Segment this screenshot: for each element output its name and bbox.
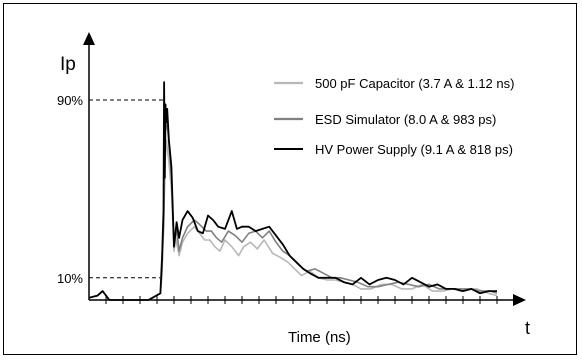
series-line <box>88 81 497 301</box>
y-axis-arrow <box>83 32 95 45</box>
x-axis-label: Time (ns) <box>288 329 351 346</box>
x-axis-end-label: t <box>525 318 530 338</box>
reference-label: 90% <box>57 93 83 108</box>
series-line <box>88 139 498 301</box>
reference-lines: 90% 10% <box>57 93 165 286</box>
legend-label: ESD Simulator (8.0 A & 983 ps) <box>315 112 496 127</box>
chart-frame <box>3 3 577 355</box>
x-axis-arrow <box>513 294 526 306</box>
y-axis-label: Ip <box>60 54 76 75</box>
reference-label: 10% <box>57 271 83 286</box>
legend-label: 500 pF Capacitor (3.7 A & 1.12 ns) <box>315 76 514 91</box>
legend-label: HV Power Supply (9.1 A & 818 ps) <box>315 142 513 157</box>
legend: 500 pF Capacitor (3.7 A & 1.12 ns) ESD Si… <box>274 76 514 157</box>
x-ticks <box>105 296 498 304</box>
series-group <box>88 81 498 301</box>
